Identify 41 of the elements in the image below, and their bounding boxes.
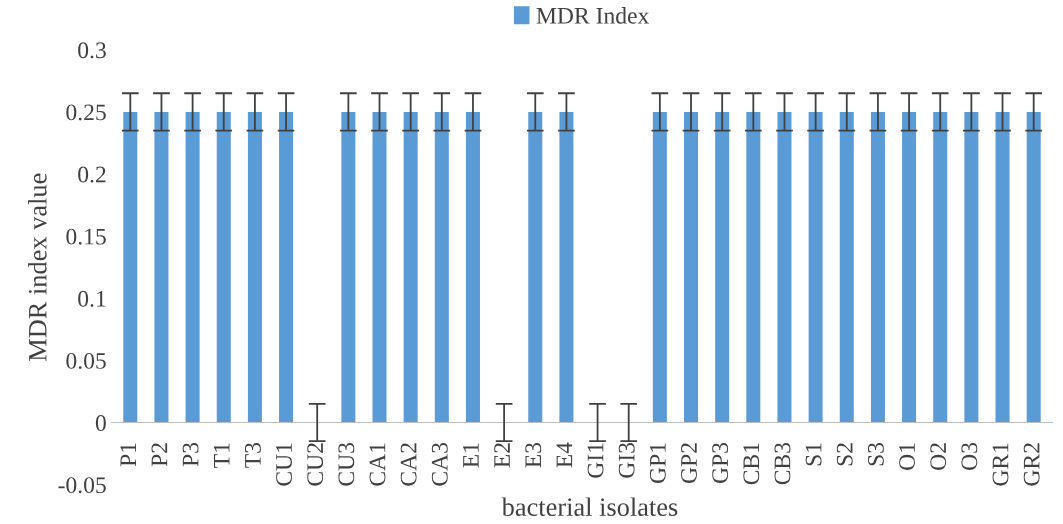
- x-tick-label: E4: [556, 442, 573, 468]
- y-tick-label: -0.05: [58, 477, 106, 494]
- x-tick-label: P1: [120, 443, 136, 467]
- x-tick-label: E1: [463, 443, 479, 468]
- x-tick-label: O2: [930, 443, 947, 470]
- x-tick-label: CU3: [338, 442, 355, 486]
- x-tick-label: P2: [151, 443, 168, 467]
- y-tick-label: 0: [95, 415, 106, 431]
- x-axis-title: bacterial isolates: [501, 497, 678, 517]
- y-tick-label: 0.15: [66, 228, 106, 245]
- x-tick-label: O3: [961, 442, 978, 470]
- x-tick-label: GR1: [992, 443, 1009, 486]
- legend-label: MDR Index: [536, 7, 650, 24]
- y-axis-title: MDR index value: [28, 173, 47, 362]
- x-tick-label: S3: [867, 442, 884, 466]
- y-tick-label: 0.3: [78, 42, 106, 59]
- x-tick-label: CA1: [369, 443, 386, 486]
- y-tick-label: 0.25: [66, 104, 106, 121]
- x-tick-label: GP1: [649, 443, 666, 484]
- x-tick-label: P3: [182, 442, 199, 467]
- x-tick-label: S2: [836, 443, 853, 466]
- y-tick-label: 0.1: [78, 290, 106, 307]
- x-tick-label: CA3: [431, 442, 448, 486]
- y-tick-label: 0.2: [78, 166, 106, 183]
- x-tick-label: S1: [805, 443, 822, 466]
- x-tick-label: GP2: [681, 443, 697, 484]
- x-tick-label: GI3: [618, 442, 635, 478]
- x-tick-label: CB1: [743, 443, 760, 485]
- x-tick-label: CU2: [307, 443, 324, 486]
- x-tick-label: O1: [899, 443, 915, 470]
- x-tick-label: GR2: [1023, 443, 1040, 486]
- x-tick-label: E3: [525, 442, 542, 468]
- x-tick-label: CB3: [774, 442, 791, 485]
- x-tick-label: GI1: [587, 443, 604, 478]
- x-tick-label: CA2: [400, 443, 417, 486]
- x-tick-label: CU1: [276, 443, 292, 486]
- x-tick-label: T3: [244, 442, 261, 468]
- y-tick-label: 0.05: [66, 352, 106, 369]
- x-tick-label: GP3: [712, 442, 729, 484]
- x-tick-label: E2: [494, 443, 510, 468]
- x-tick-label: T1: [213, 443, 230, 468]
